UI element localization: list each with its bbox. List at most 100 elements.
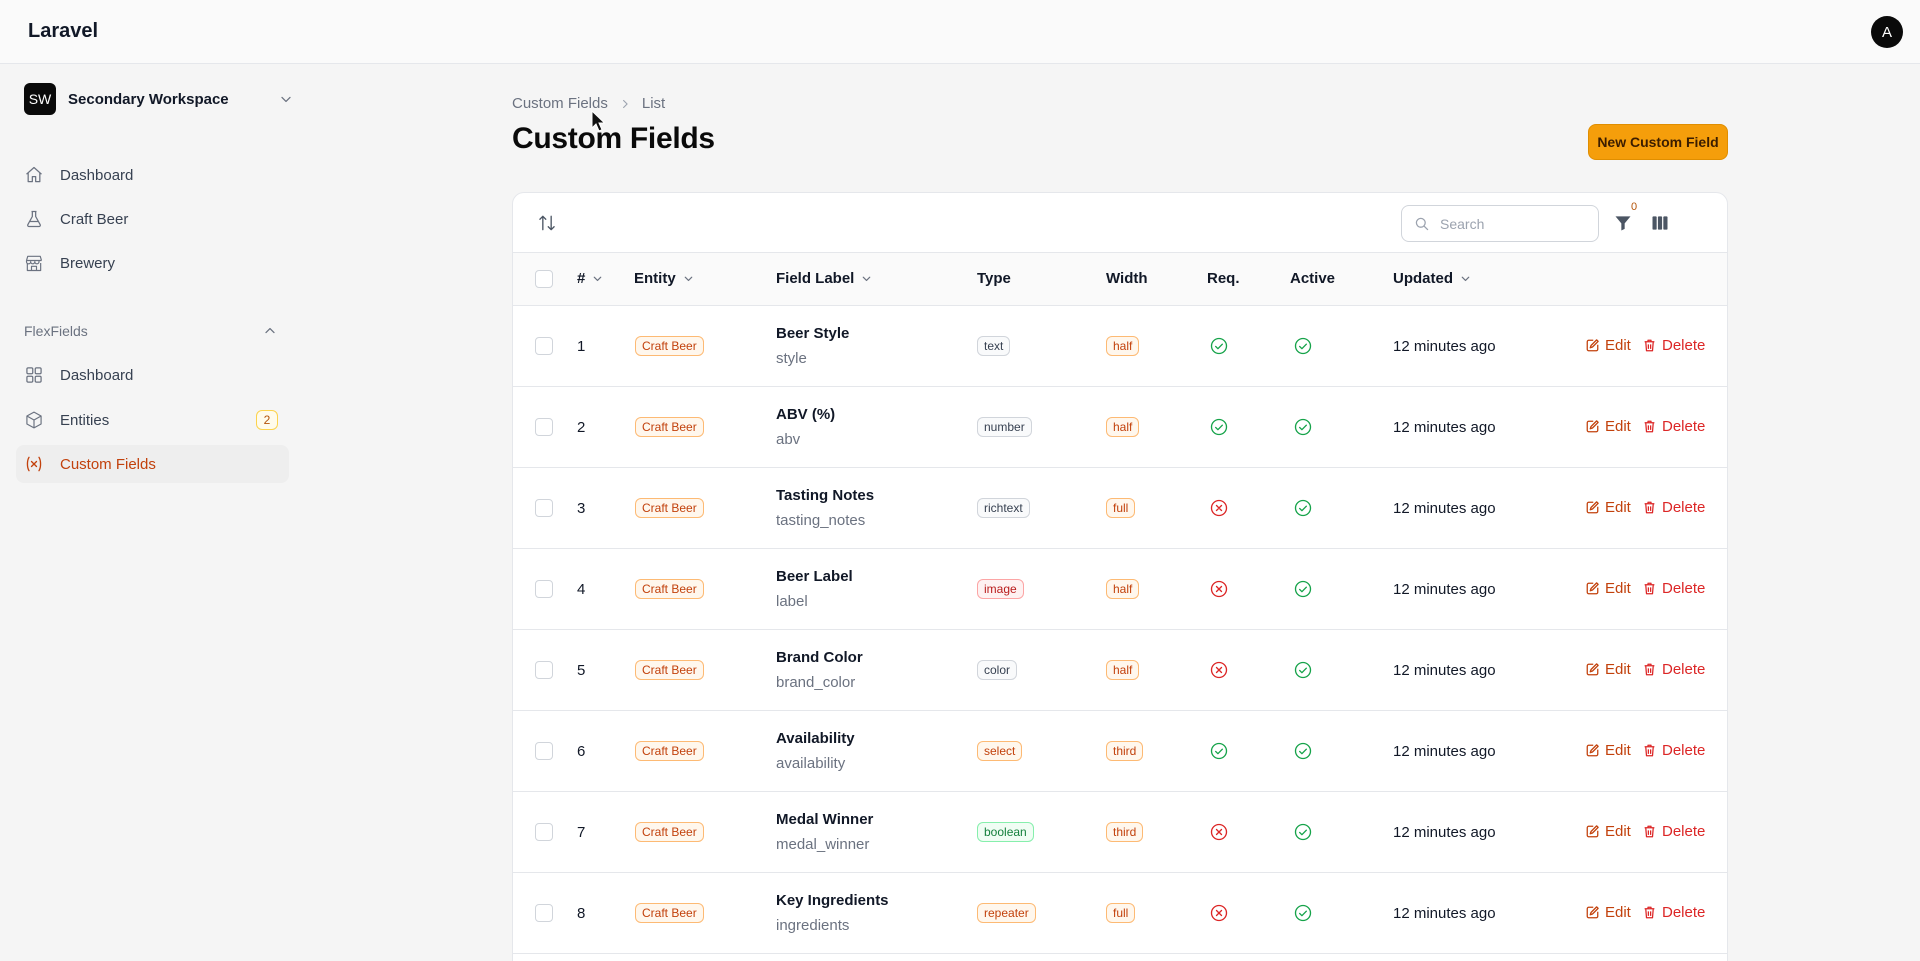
updated-time: 12 minutes ago [1393,419,1496,436]
trash-icon [1644,501,1655,514]
trash-icon [1644,744,1655,757]
field-label: Tasting Notes [776,487,875,504]
column-field-label[interactable]: Field Label [776,270,873,287]
sidebar-item-craft-beer[interactable]: Craft Beer [16,200,289,238]
columns-icon[interactable] [1650,213,1670,233]
sidebar-item-dashboard[interactable]: Dashboard [16,156,289,194]
type-badge: number [977,417,1032,437]
check-circle-icon [1209,336,1229,356]
delete-button[interactable]: Delete [1642,742,1705,759]
width-badge: third [1106,822,1144,842]
sort-arrows-icon[interactable] [537,213,557,233]
edit-button[interactable]: Edit [1585,580,1631,597]
type-badge: repeater [977,903,1036,923]
row-checkbox[interactable] [535,418,553,436]
check-circle-icon [1209,741,1229,761]
breadcrumb: Custom Fields List [512,95,665,112]
search-icon [1415,217,1429,231]
row-checkbox[interactable] [535,661,553,679]
field-key: tasting_notes [776,512,866,529]
workspace-switcher[interactable]: SW Secondary Workspace [24,83,294,117]
delete-button[interactable]: Delete [1642,499,1705,516]
width-badge: half [1106,336,1140,356]
edit-icon [1586,906,1599,919]
column-type: Type [977,270,1011,287]
search-field[interactable] [1401,205,1599,242]
delete-button[interactable]: Delete [1642,823,1705,840]
check-circle-icon [1209,417,1229,437]
entity-badge: Craft Beer [635,498,704,518]
chevron-up-icon[interactable] [262,323,278,339]
sidebar-group-title[interactable]: FlexFields [24,323,88,339]
entity-badge: Craft Beer [635,417,704,437]
sidebar-item-label: Custom Fields [60,456,156,473]
table-row: 2 Craft Beer ABV (%) abv number half 12 minute… [513,387,1727,468]
row-checkbox[interactable] [535,580,553,598]
column-required: Req. [1207,270,1240,287]
x-circle-icon [1209,660,1229,680]
field-key: medal_winner [776,836,870,853]
sidebar-item-flexfields-dashboard[interactable]: Dashboard [16,356,289,394]
edit-icon [1586,744,1599,757]
squares-icon [26,367,42,383]
edit-button[interactable]: Edit [1585,742,1631,759]
sidebar-item-brewery[interactable]: Brewery [16,244,289,282]
mouse-cursor-icon [591,110,605,132]
row-number: 2 [577,419,586,436]
breadcrumb-parent[interactable]: Custom Fields [512,95,608,112]
table-toolbar: 0 [513,193,1727,253]
entity-badge: Craft Beer [635,741,704,761]
column-number[interactable]: # [577,270,604,287]
top-bar: Laravel A [0,0,1920,64]
row-checkbox[interactable] [535,742,553,760]
edit-button[interactable]: Edit [1585,661,1631,678]
beaker-icon [27,210,41,228]
row-checkbox[interactable] [535,823,553,841]
check-circle-icon [1293,822,1313,842]
variable-icon [26,456,42,472]
edit-icon [1586,663,1599,676]
updated-time: 12 minutes ago [1393,824,1496,841]
row-number: 4 [577,581,586,598]
new-custom-field-button[interactable]: New Custom Field [1588,124,1728,160]
brand-logo[interactable]: Laravel [28,20,99,42]
edit-button[interactable]: Edit [1585,418,1631,435]
search-input[interactable] [1440,214,1590,234]
row-number: 1 [577,338,586,355]
x-circle-icon [1209,822,1229,842]
building-storefront-icon [25,255,43,272]
delete-button[interactable]: Delete [1642,580,1705,597]
delete-button[interactable]: Delete [1642,904,1705,921]
row-checkbox[interactable] [535,499,553,517]
sidebar-item-custom-fields[interactable]: Custom Fields [16,445,289,483]
row-checkbox[interactable] [535,337,553,355]
width-badge: third [1106,741,1144,761]
x-circle-icon [1209,498,1229,518]
delete-button[interactable]: Delete [1642,337,1705,354]
chevron-down-icon [684,276,693,282]
filter-icon[interactable] [1613,213,1633,233]
width-badge: half [1106,660,1140,680]
sidebar-item-entities[interactable]: Entities 2 [16,401,289,439]
updated-time: 12 minutes ago [1393,500,1496,517]
column-width: Width [1106,270,1148,287]
edit-button[interactable]: Edit [1585,337,1631,354]
type-badge: richtext [977,498,1030,518]
column-updated[interactable]: Updated [1393,270,1472,287]
column-entity[interactable]: Entity [634,270,695,287]
select-all-checkbox[interactable] [535,270,553,288]
row-checkbox[interactable] [535,904,553,922]
edit-button[interactable]: Edit [1585,499,1631,516]
trash-icon [1644,582,1655,595]
sidebar-item-label: Dashboard [60,167,134,184]
sidebar-item-label: Dashboard [60,367,134,384]
user-avatar[interactable]: A [1871,16,1903,48]
trash-icon [1644,663,1655,676]
delete-button[interactable]: Delete [1642,661,1705,678]
sidebar-item-label: Craft Beer [60,211,129,228]
edit-button[interactable]: Edit [1585,904,1631,921]
delete-button[interactable]: Delete [1642,418,1705,435]
updated-time: 12 minutes ago [1393,581,1496,598]
filter-count-badge: 0 [1630,201,1638,213]
edit-button[interactable]: Edit [1585,823,1631,840]
